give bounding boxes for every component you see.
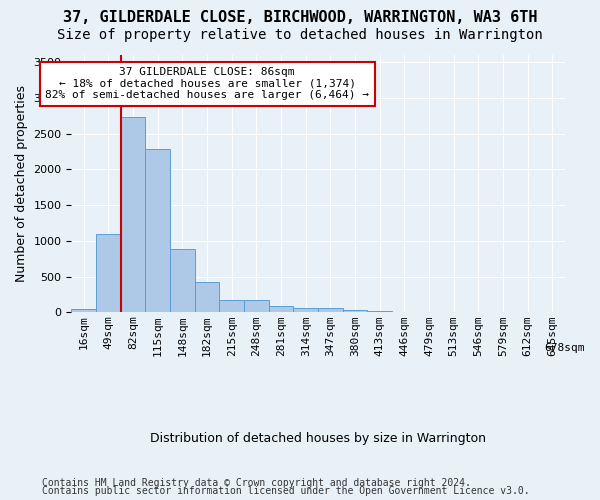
Text: Contains HM Land Registry data © Crown copyright and database right 2024.: Contains HM Land Registry data © Crown c… [42, 478, 471, 488]
Bar [71, 309, 96, 312]
Bar [96, 234, 121, 312]
Bar [121, 117, 145, 312]
Text: Contains public sector information licensed under the Open Government Licence v3: Contains public sector information licen… [42, 486, 530, 496]
Y-axis label: Number of detached properties: Number of detached properties [15, 85, 28, 282]
Text: 37, GILDERDALE CLOSE, BIRCHWOOD, WARRINGTON, WA3 6TH: 37, GILDERDALE CLOSE, BIRCHWOOD, WARRING… [63, 10, 537, 25]
Bar [343, 310, 367, 312]
Bar [145, 148, 170, 312]
Bar [318, 308, 343, 312]
Bar [367, 310, 392, 312]
Bar [293, 308, 318, 312]
Bar [170, 250, 195, 312]
Bar [244, 300, 269, 312]
Bar [220, 300, 244, 312]
Bar [195, 282, 220, 312]
Text: Size of property relative to detached houses in Warrington: Size of property relative to detached ho… [57, 28, 543, 42]
Bar [269, 306, 293, 312]
X-axis label: Distribution of detached houses by size in Warrington: Distribution of detached houses by size … [150, 432, 486, 445]
Text: 37 GILDERDALE CLOSE: 86sqm
← 18% of detached houses are smaller (1,374)
82% of s: 37 GILDERDALE CLOSE: 86sqm ← 18% of deta… [45, 67, 369, 100]
